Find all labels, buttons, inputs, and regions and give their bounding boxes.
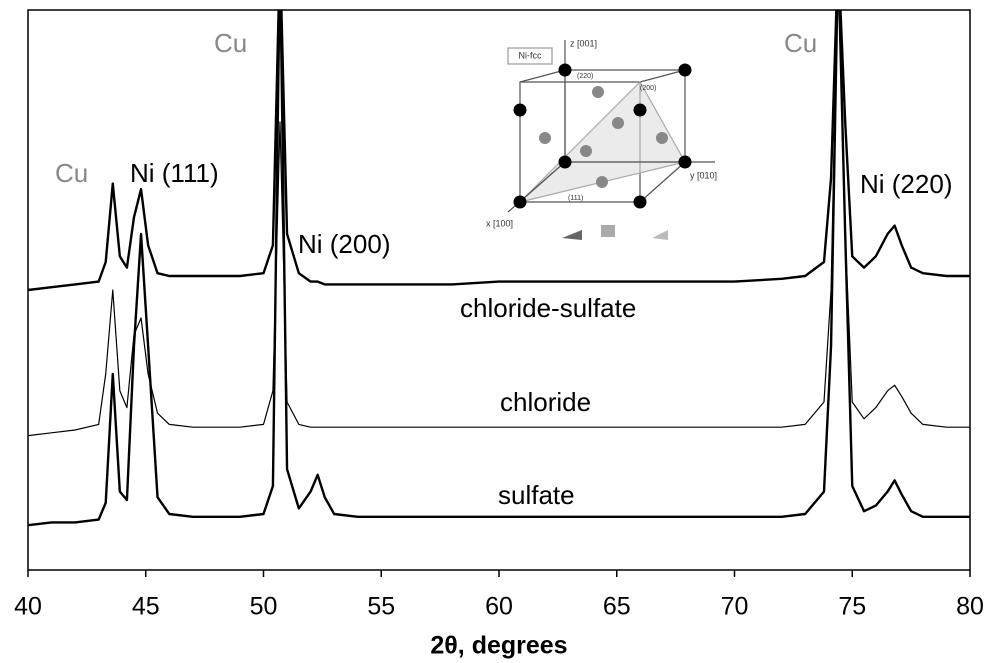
annotation: Cu bbox=[784, 28, 817, 58]
inset-plane-label: (220) bbox=[577, 73, 593, 80]
inset-axis-label: z [001] bbox=[570, 38, 597, 48]
x-tick-label: 60 bbox=[485, 593, 513, 621]
inset-title: Ni-fcc bbox=[519, 50, 542, 60]
series-lines bbox=[28, 10, 970, 527]
annotation: Ni (220) bbox=[860, 169, 952, 199]
inset-axis-label: y [010] bbox=[690, 170, 717, 180]
series-line bbox=[28, 10, 970, 292]
x-tick-label: 65 bbox=[603, 593, 631, 621]
x-tick-label: 80 bbox=[956, 593, 984, 621]
annotation: Ni (200) bbox=[298, 229, 390, 259]
x-tick-label: 55 bbox=[367, 593, 395, 621]
x-tick-label: 45 bbox=[132, 593, 160, 621]
series-label: chloride-sulfate bbox=[460, 293, 636, 323]
inset-plane-label: (111) bbox=[568, 195, 583, 202]
series-line bbox=[28, 10, 970, 527]
inset-diagram bbox=[507, 40, 715, 240]
x-tick-label: 75 bbox=[838, 593, 866, 621]
series-label: sulfate bbox=[498, 480, 575, 510]
inset-box bbox=[507, 47, 553, 65]
cube-edge bbox=[519, 69, 566, 83]
cube-edge bbox=[639, 161, 686, 203]
x-tick-label: 70 bbox=[721, 593, 749, 621]
series-label: chloride bbox=[500, 387, 591, 417]
x-tick-label: 40 bbox=[14, 593, 42, 621]
annotation: Cu bbox=[55, 158, 88, 188]
inset-plane-label: (200) bbox=[640, 85, 656, 92]
x-tick-label: 50 bbox=[250, 593, 278, 621]
inset-axis-label: x [100] bbox=[486, 218, 513, 228]
cube-edge bbox=[639, 69, 686, 83]
x-axis-label: 2θ, degrees bbox=[430, 632, 567, 660]
annotation: Cu bbox=[214, 28, 247, 58]
annotation: Ni (111) bbox=[130, 158, 219, 188]
